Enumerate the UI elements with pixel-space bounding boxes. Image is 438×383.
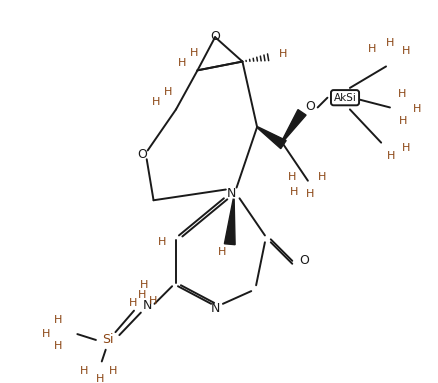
Text: H: H: [290, 187, 298, 198]
Polygon shape: [257, 127, 286, 149]
Text: AkSi: AkSi: [334, 93, 357, 103]
Text: H: H: [158, 237, 166, 247]
Text: H: H: [386, 38, 394, 48]
Text: H: H: [129, 298, 137, 308]
Polygon shape: [224, 199, 235, 245]
Text: H: H: [413, 105, 421, 115]
Text: H: H: [318, 172, 326, 182]
Text: H: H: [399, 116, 407, 126]
Text: N: N: [143, 299, 152, 312]
Text: H: H: [42, 329, 50, 339]
Text: H: H: [178, 57, 186, 67]
Text: H: H: [387, 151, 395, 161]
Text: H: H: [218, 247, 226, 257]
Text: H: H: [398, 89, 406, 99]
Text: H: H: [152, 97, 161, 106]
Text: H: H: [149, 296, 158, 306]
Text: H: H: [164, 87, 173, 97]
Text: H: H: [53, 316, 62, 326]
Text: H: H: [53, 341, 62, 351]
Text: O: O: [305, 100, 315, 113]
Text: H: H: [368, 44, 377, 54]
Text: N: N: [210, 302, 220, 315]
Text: Si: Si: [102, 334, 113, 347]
Text: H: H: [138, 290, 146, 300]
Text: H: H: [110, 366, 118, 376]
Polygon shape: [281, 110, 306, 143]
Text: H: H: [288, 172, 297, 182]
Text: H: H: [189, 48, 198, 58]
Text: H: H: [401, 46, 410, 56]
Text: H: H: [80, 366, 88, 376]
Text: H: H: [401, 144, 410, 154]
Text: H: H: [306, 190, 314, 200]
Text: O: O: [299, 254, 309, 267]
Text: N: N: [227, 187, 237, 200]
Text: H: H: [140, 280, 148, 290]
Text: O: O: [210, 29, 220, 43]
Text: H: H: [279, 49, 288, 59]
Text: O: O: [137, 148, 147, 161]
Text: H: H: [95, 374, 104, 383]
